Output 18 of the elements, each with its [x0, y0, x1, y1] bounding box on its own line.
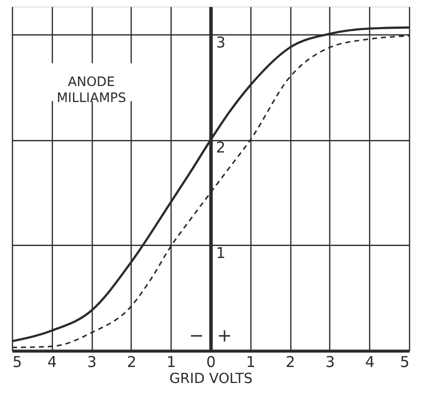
- x-tick-label: 0: [206, 353, 216, 372]
- annotation: −: [189, 326, 204, 347]
- x-tick-label: 2: [126, 353, 136, 372]
- x-tick-label: 4: [365, 353, 375, 372]
- annotation: +: [216, 326, 232, 347]
- y-axis-title: ANODE MILLIAMPS: [56, 75, 126, 106]
- x-tick-label: 4: [47, 353, 57, 372]
- y-tick-label: 1: [216, 244, 226, 262]
- x-tick-label: 3: [87, 353, 97, 372]
- x-tick-label: 1: [246, 353, 256, 372]
- x-axis-title: GRID VOLTS: [169, 371, 253, 388]
- x-tick-label: 2: [286, 353, 296, 372]
- x-tick-label: 5: [400, 353, 410, 372]
- y-tick-label: 2: [216, 138, 226, 157]
- y-tick-label: 3: [216, 33, 226, 52]
- x-tick-label: 3: [325, 353, 335, 372]
- x-tick-label: 1: [166, 353, 176, 372]
- x-tick-label: 5: [12, 353, 22, 372]
